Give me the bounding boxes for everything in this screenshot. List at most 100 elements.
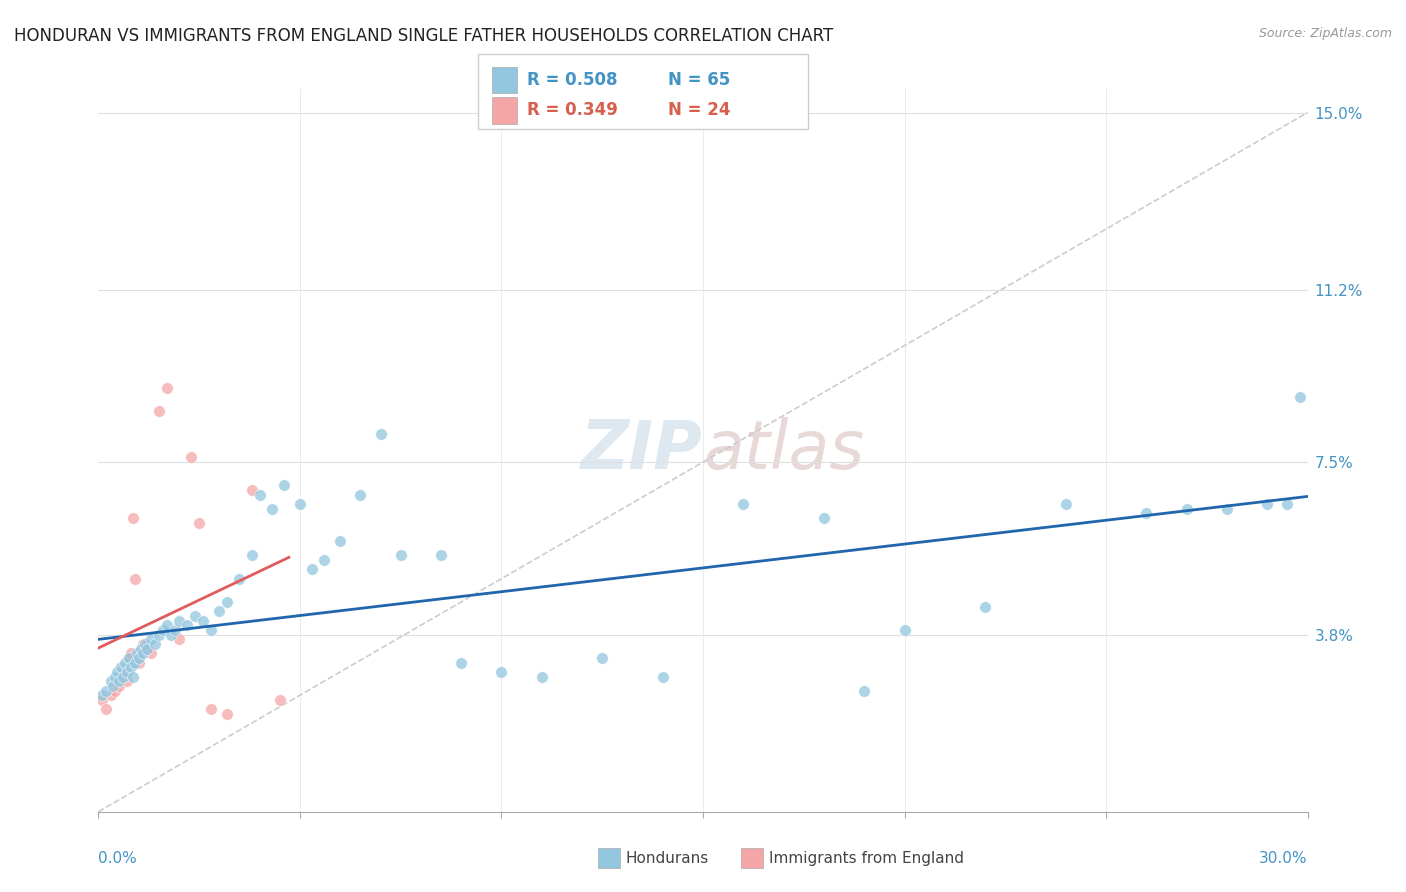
Point bbox=[349, 488, 371, 502]
Point bbox=[389, 549, 412, 563]
Point bbox=[329, 534, 352, 549]
Point bbox=[110, 660, 132, 674]
Text: Hondurans: Hondurans bbox=[626, 851, 709, 865]
Point bbox=[160, 627, 183, 641]
Text: N = 65: N = 65 bbox=[668, 71, 730, 89]
Text: R = 0.349: R = 0.349 bbox=[527, 102, 619, 120]
Point bbox=[118, 651, 141, 665]
Point bbox=[163, 623, 186, 637]
Point bbox=[591, 651, 613, 665]
Point bbox=[148, 627, 170, 641]
Point bbox=[105, 665, 128, 679]
Point bbox=[314, 553, 336, 567]
Point bbox=[273, 478, 295, 492]
Point bbox=[156, 618, 179, 632]
Point bbox=[733, 497, 755, 511]
Point bbox=[893, 623, 915, 637]
Text: 30.0%: 30.0% bbox=[1260, 852, 1308, 866]
Point bbox=[152, 623, 174, 637]
Point bbox=[450, 656, 472, 670]
Point bbox=[200, 702, 222, 716]
Point bbox=[129, 641, 152, 656]
Point bbox=[121, 511, 143, 525]
Point bbox=[193, 614, 215, 628]
Point bbox=[217, 595, 239, 609]
Point bbox=[167, 632, 190, 647]
Point bbox=[228, 572, 250, 586]
Point bbox=[1277, 497, 1299, 511]
Point bbox=[107, 679, 129, 693]
Point bbox=[128, 651, 150, 665]
Point bbox=[1256, 497, 1278, 511]
Point bbox=[156, 380, 179, 394]
Point bbox=[1054, 497, 1077, 511]
Point bbox=[96, 702, 118, 716]
Point bbox=[91, 688, 114, 702]
Point bbox=[180, 450, 202, 465]
Point bbox=[135, 641, 157, 656]
Point bbox=[148, 404, 170, 418]
Point bbox=[139, 646, 162, 660]
Point bbox=[217, 706, 239, 721]
Point bbox=[184, 609, 207, 624]
Point bbox=[120, 646, 142, 660]
Point bbox=[200, 623, 222, 637]
Point bbox=[134, 637, 156, 651]
Point bbox=[813, 511, 835, 525]
Point bbox=[370, 427, 392, 442]
Point bbox=[530, 669, 553, 683]
Point bbox=[430, 549, 453, 563]
Point bbox=[269, 693, 291, 707]
Point bbox=[974, 599, 997, 614]
Point bbox=[132, 646, 155, 660]
Point bbox=[118, 651, 141, 665]
Point bbox=[651, 669, 673, 683]
Point bbox=[115, 674, 138, 689]
Point bbox=[491, 665, 513, 679]
Point bbox=[260, 501, 283, 516]
Point bbox=[139, 632, 162, 647]
Point bbox=[240, 549, 263, 563]
Point bbox=[124, 656, 146, 670]
Point bbox=[1216, 501, 1239, 516]
Point bbox=[1175, 501, 1198, 516]
Point bbox=[132, 637, 155, 651]
Point bbox=[128, 656, 150, 670]
Point bbox=[853, 683, 876, 698]
Point bbox=[115, 665, 138, 679]
Point bbox=[1288, 390, 1310, 404]
Point bbox=[120, 660, 142, 674]
Point bbox=[103, 669, 125, 683]
Point bbox=[124, 572, 146, 586]
Point bbox=[111, 669, 134, 683]
Point bbox=[100, 688, 122, 702]
Text: Immigrants from England: Immigrants from England bbox=[769, 851, 965, 865]
Point bbox=[121, 669, 143, 683]
Point bbox=[114, 656, 136, 670]
Point bbox=[135, 641, 157, 656]
Point bbox=[301, 562, 323, 576]
Text: R = 0.508: R = 0.508 bbox=[527, 71, 617, 89]
Point bbox=[208, 604, 231, 618]
Point bbox=[288, 497, 311, 511]
Point bbox=[96, 683, 118, 698]
Text: HONDURAN VS IMMIGRANTS FROM ENGLAND SINGLE FATHER HOUSEHOLDS CORRELATION CHART: HONDURAN VS IMMIGRANTS FROM ENGLAND SING… bbox=[14, 27, 834, 45]
Point bbox=[101, 679, 124, 693]
Point bbox=[176, 618, 198, 632]
Point bbox=[100, 674, 122, 689]
Text: ZIP: ZIP bbox=[581, 417, 703, 483]
Text: 0.0%: 0.0% bbox=[98, 852, 138, 866]
Point bbox=[103, 683, 125, 698]
Point bbox=[107, 674, 129, 689]
Point bbox=[1135, 507, 1157, 521]
Point bbox=[111, 665, 134, 679]
Point bbox=[143, 637, 166, 651]
Point bbox=[125, 646, 148, 660]
Point bbox=[188, 516, 211, 530]
Point bbox=[167, 614, 190, 628]
Point bbox=[240, 483, 263, 497]
Point bbox=[249, 488, 271, 502]
Text: Source: ZipAtlas.com: Source: ZipAtlas.com bbox=[1258, 27, 1392, 40]
Text: N = 24: N = 24 bbox=[668, 102, 730, 120]
Text: atlas: atlas bbox=[703, 417, 865, 483]
